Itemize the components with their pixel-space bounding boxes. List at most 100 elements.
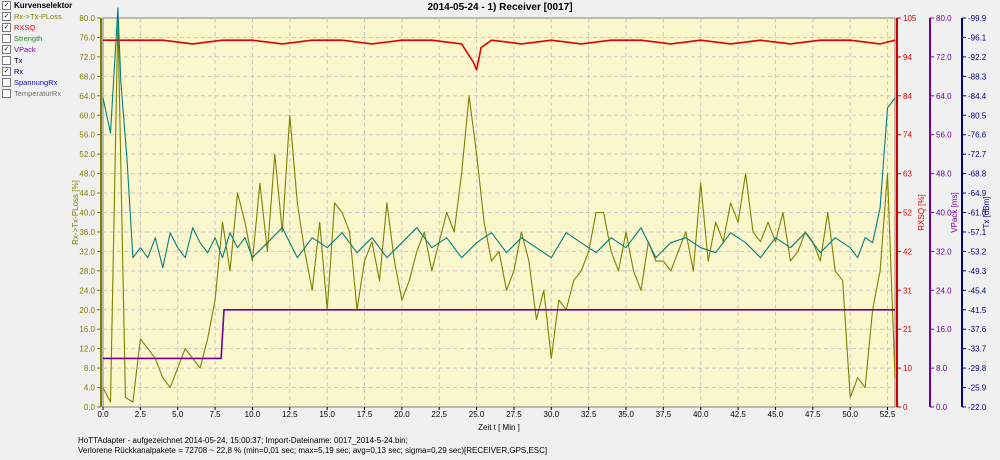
right-axis-tick-label: -29.8 — [968, 364, 987, 373]
footer-line-1: HoTTAdapter - aufgezeichnet 2014-05-24, … — [78, 436, 408, 445]
selector-item[interactable]: SpannungRx — [0, 77, 68, 88]
right-axis-tick-label: 94 — [903, 53, 912, 62]
right-axis-tick-label: 42 — [903, 247, 912, 256]
series-line — [103, 39, 896, 71]
selector-label: TemperaturRx — [14, 89, 62, 98]
right-axis-tick-label: 32.0 — [936, 247, 952, 256]
x-tick-label: 7.5 — [210, 410, 222, 419]
selector-label: Strength — [14, 34, 43, 43]
selector-label: Rx->Tx-PLoss — [14, 12, 62, 21]
selector-checkbox[interactable]: ✓ — [2, 23, 11, 32]
left-axis-tick-label: 20.0 — [79, 306, 95, 315]
left-axis-tick-label: 60.0 — [79, 111, 95, 120]
right-axis-tick-label: 0.0 — [936, 403, 948, 412]
right-axis-tick-label: -88.3 — [968, 72, 987, 81]
selector-checkbox[interactable]: ✓ — [2, 12, 11, 21]
selector-item[interactable]: Strength — [0, 33, 68, 44]
right-axis-tick-label: -96.1 — [968, 33, 987, 42]
x-tick-label: 25.0 — [469, 410, 485, 419]
selector-checkbox[interactable]: ✓ — [2, 67, 11, 76]
right-axis-tick-label: -33.7 — [968, 345, 987, 354]
selector-item[interactable]: ✓ VPack — [0, 44, 68, 55]
right-axis-tick-label: 16.0 — [936, 325, 952, 334]
series-line — [102, 7, 896, 269]
selector-header[interactable]: ✓ Kurvenselektor — [0, 0, 72, 11]
x-tick-label: 37.5 — [656, 410, 672, 419]
selector-checkbox[interactable] — [2, 78, 11, 87]
selector-item[interactable]: ✓ Rx->Tx-PLoss — [0, 11, 68, 22]
x-tick-label: 30.0 — [544, 410, 560, 419]
left-axis-tick-label: 4.0 — [84, 384, 96, 393]
right-axis-tick-label: -72.7 — [968, 150, 987, 159]
curve-selector: ✓ Kurvenselektor ✓ Rx->Tx-PLoss ✓ RXSQ Strengt… — [0, 0, 72, 100]
left-axis-tick-label: 36.0 — [79, 228, 95, 237]
right-axis-tick-label: 80.0 — [936, 14, 952, 23]
footer: HoTTAdapter - aufgezeichnet 2014-05-24, … — [78, 436, 547, 456]
x-axis-label: Zeit t [ Min ] — [478, 423, 520, 432]
right-axis-tick-label: 63 — [903, 170, 912, 179]
selector-checkbox[interactable] — [2, 56, 11, 65]
x-tick-label: 0.0 — [97, 410, 109, 419]
right-axis-tick-label: -53.2 — [968, 247, 987, 256]
left-axis-tick-label: 56.0 — [79, 131, 95, 140]
right-axis-tick-label: 40.0 — [936, 209, 952, 218]
left-axis-tick-label: 28.0 — [79, 267, 95, 276]
right-axis-tick-label: 72.0 — [936, 53, 952, 62]
right-axis-tick-label: -68.8 — [968, 170, 987, 179]
x-tick-label: 20.0 — [394, 410, 410, 419]
right-axis-tick-label: -41.5 — [968, 306, 987, 315]
left-axis-tick-label: 52.0 — [79, 150, 95, 159]
left-axis-tick-label: 48.0 — [79, 170, 95, 179]
left-axis-tick-label: 72.0 — [79, 53, 95, 62]
right-axis-tick-label: 8.0 — [936, 364, 948, 373]
x-tick-label: 42.5 — [730, 410, 746, 419]
x-tick-label: 45.0 — [768, 410, 784, 419]
selector-checkbox[interactable] — [2, 89, 11, 98]
right-axis-tick-label: 24.0 — [936, 286, 952, 295]
right-axis-tick-label: -92.2 — [968, 53, 987, 62]
x-tick-label: 12.5 — [282, 410, 298, 419]
left-axis-tick-label: 16.0 — [79, 325, 95, 334]
right-axis-label: RXSQ [%] — [917, 194, 926, 230]
selector-checkbox[interactable]: ✓ — [2, 45, 11, 54]
x-tick-label: 10.0 — [245, 410, 261, 419]
x-tick-label: 17.5 — [357, 410, 373, 419]
left-axis-tick-label: 76.0 — [79, 33, 95, 42]
right-axis-tick-label: -80.5 — [968, 111, 987, 120]
selector-label: Rx — [14, 67, 24, 76]
x-tick-label: 27.5 — [506, 410, 522, 419]
right-axis-tick-label: -84.4 — [968, 92, 987, 101]
right-axis-tick-label: -61.0 — [968, 209, 987, 218]
x-tick-label: 35.0 — [618, 410, 634, 419]
right-axis-tick-label: -37.6 — [968, 325, 987, 334]
left-axis-tick-label: 80.0 — [79, 14, 95, 23]
right-axis-tick-label: 105 — [903, 14, 917, 23]
series-line — [103, 309, 895, 360]
right-axis-tick-label: -49.3 — [968, 267, 987, 276]
left-axis-tick-label: 64.0 — [79, 92, 95, 101]
chart-title: 2014-05-24 - 1) Receiver [0017] — [427, 2, 573, 13]
right-axis-tick-label: -64.9 — [968, 189, 987, 198]
selector-label: VPack — [14, 45, 36, 54]
x-tick-label: 47.5 — [805, 410, 821, 419]
right-axis-tick-label: -76.6 — [968, 131, 987, 140]
selector-label: RXSQ — [14, 23, 36, 32]
x-tick-label: 52.5 — [880, 410, 896, 419]
left-axis-tick-label: 32.0 — [79, 247, 95, 256]
left-axis-tick-label: 68.0 — [79, 72, 95, 81]
left-axis-label: Rx->Tx-PLoss [%] — [71, 180, 80, 245]
right-axis-tick-label: -22.0 — [968, 403, 987, 412]
right-axis-tick-label: -45.4 — [968, 286, 987, 295]
right-axis-tick-label: -25.9 — [968, 384, 987, 393]
right-axis-tick-label: 48.0 — [936, 170, 952, 179]
selector-item[interactable]: ✓ RXSQ — [0, 22, 68, 33]
right-axis-tick-label: 74 — [903, 131, 912, 140]
x-tick-label: 2.5 — [135, 410, 147, 419]
right-axis-tick-label: 10 — [903, 364, 912, 373]
selector-all-checkbox[interactable]: ✓ — [2, 1, 11, 10]
selector-item[interactable]: ✓ Rx — [0, 66, 68, 77]
selector-item[interactable]: TemperaturRx — [0, 88, 68, 99]
selector-label: Tx — [14, 56, 23, 65]
selector-checkbox[interactable] — [2, 34, 11, 43]
selector-item[interactable]: Tx — [0, 55, 68, 66]
